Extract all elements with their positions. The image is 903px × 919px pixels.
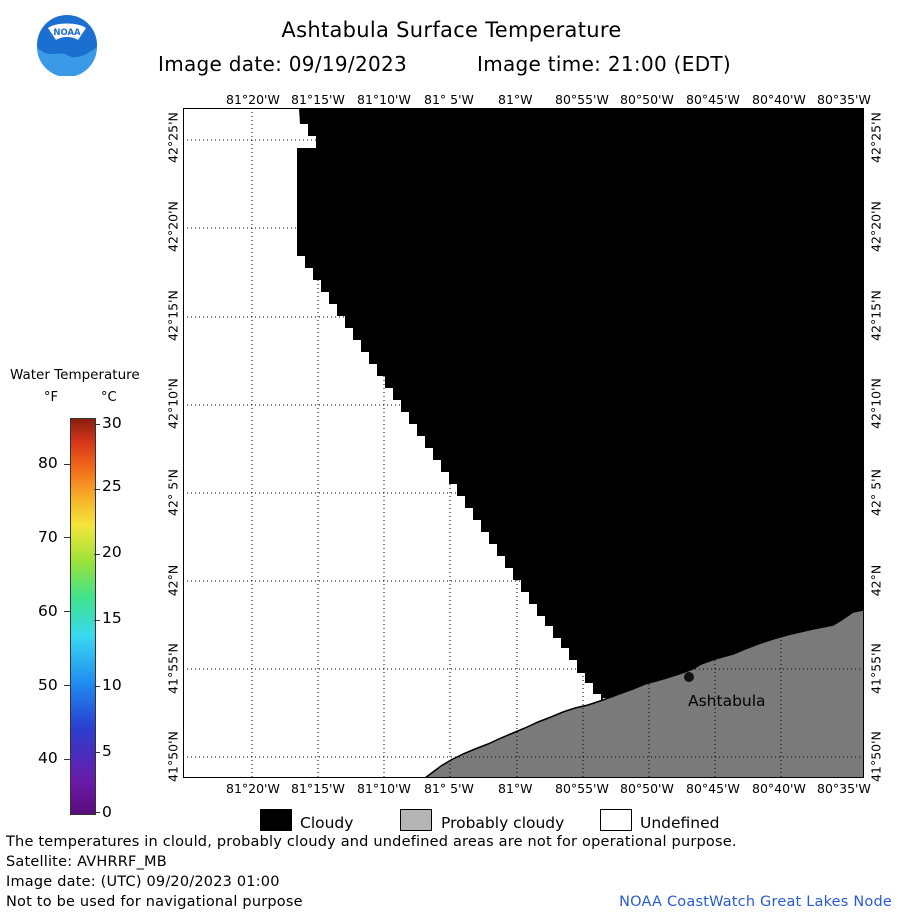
celsius-tick: 25 (102, 477, 122, 495)
lon-label-bottom: 80°50'W (620, 781, 674, 796)
celsius-tick: 5 (102, 742, 112, 760)
ashtabula-marker (684, 672, 694, 682)
lat-label-left: 42°10'N (165, 378, 181, 429)
cloudy-area (297, 108, 864, 706)
color-scale-bar (70, 418, 96, 815)
lon-label-bottom: 81°10'W (357, 781, 411, 796)
lat-label-left: 41°50'N (165, 731, 181, 782)
legend-title: Water Temperature (10, 367, 140, 383)
celsius-tick: 30 (102, 414, 122, 432)
graticule (183, 108, 864, 778)
lon-label-top: 80°35'W (817, 92, 871, 107)
lon-label-bottom: 80°55'W (555, 781, 609, 796)
footer-credit: NOAA CoastWatch Great Lakes Node (619, 894, 892, 910)
lon-label-bottom: 81° 5'W (424, 781, 474, 796)
image-time: Image time: 21:00 (EDT) (477, 52, 732, 76)
lon-label-top: 80°50'W (620, 92, 674, 107)
lon-label-top: 80°45'W (686, 92, 740, 107)
lon-label-top: 81°15'W (291, 92, 345, 107)
footer-disclaimer: Not to be used for navigational purpose (6, 894, 303, 910)
cloudy-swatch (260, 809, 292, 831)
lat-label-left: 42° 5'N (165, 469, 181, 516)
lon-label-top: 80°40'W (752, 92, 806, 107)
temperature-map (183, 108, 864, 778)
lat-label-right: 42°N (868, 564, 884, 597)
undefined-label: Undefined (640, 814, 720, 832)
lon-label-bottom: 80°40'W (752, 781, 806, 796)
logo-text: NOAA (53, 28, 81, 38)
lat-label-right: 42° 5'N (868, 469, 884, 516)
unit-celsius: °C (101, 390, 117, 405)
lat-label-left: 42°15'N (165, 290, 181, 341)
probably-cloudy-label: Probably cloudy (441, 814, 565, 832)
lon-label-top: 81°10'W (357, 92, 411, 107)
lon-label-bottom: 81°20'W (226, 781, 280, 796)
cloudy-label: Cloudy (300, 814, 354, 832)
lat-label-right: 42°20'N (868, 201, 884, 252)
image-date: Image date: 09/19/2023 (158, 52, 408, 76)
fahrenheit-tick: 60 (38, 602, 58, 620)
fahrenheit-tick: 70 (38, 528, 58, 546)
lat-label-left: 42°N (165, 564, 181, 597)
celsius-tick: 0 (102, 803, 112, 821)
lon-label-bottom: 81°W (498, 781, 533, 796)
lat-label-left: 41°55'N (165, 643, 181, 694)
lat-label-right: 42°15'N (868, 290, 884, 341)
lon-label-bottom: 80°35'W (817, 781, 871, 796)
lon-label-bottom: 80°45'W (686, 781, 740, 796)
unit-fahrenheit: °F (44, 390, 58, 405)
page-title: Ashtabula Surface Temperature (281, 18, 622, 42)
lat-label-left: 42°20'N (165, 201, 181, 252)
probably-cloudy-swatch (400, 809, 432, 831)
lat-label-right: 42°25'N (868, 112, 884, 163)
city-label: Ashtabula (688, 692, 766, 710)
lon-label-top: 81°W (498, 92, 533, 107)
lon-label-top: 81°20'W (226, 92, 280, 107)
lat-label-right: 41°55'N (868, 643, 884, 694)
lat-label-right: 42°10'N (868, 378, 884, 429)
footer-satellite: Satellite: AVHRRF_MB (6, 854, 167, 870)
lon-label-top: 80°55'W (555, 92, 609, 107)
noaa-logo: NOAA (37, 15, 97, 76)
fahrenheit-tick: 80 (38, 454, 58, 472)
celsius-tick: 15 (102, 609, 122, 627)
fahrenheit-tick: 40 (38, 749, 58, 767)
undefined-swatch (600, 809, 632, 831)
probably-cloudy-area (423, 609, 864, 778)
footer-note: The temperatures in clould, probably clo… (6, 834, 737, 850)
celsius-tick: 10 (102, 676, 122, 694)
celsius-tick: 20 (102, 543, 122, 561)
lon-label-bottom: 81°15'W (291, 781, 345, 796)
lat-label-right: 41°50'N (868, 731, 884, 782)
footer-utc-date: Image date: (UTC) 09/20/2023 01:00 (6, 874, 280, 890)
lon-label-top: 81° 5'W (424, 92, 474, 107)
lat-label-left: 42°25'N (165, 112, 181, 163)
fahrenheit-tick: 50 (38, 676, 58, 694)
